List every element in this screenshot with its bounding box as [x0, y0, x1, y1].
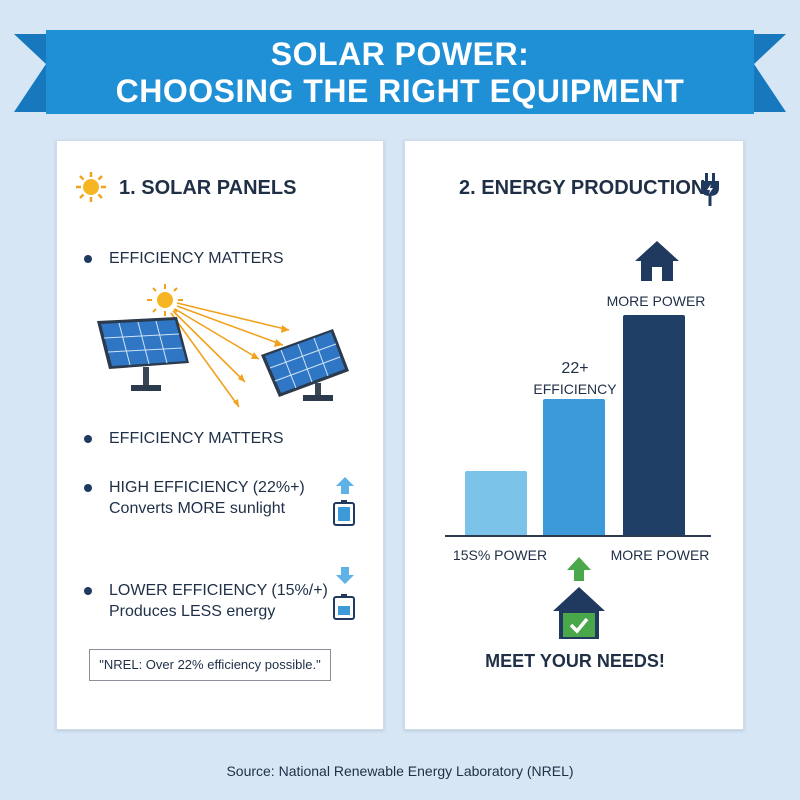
sun-icon — [76, 172, 106, 202]
bar-label-more-power: MORE POWER — [610, 547, 710, 563]
title-banner: SOLAR POWER: CHOOSING THE RIGHT EQUIPMEN… — [0, 0, 800, 130]
nrel-quote-box: "NREL: Over 22% efficiency possible." — [89, 649, 331, 681]
energy-production-card: 2. ENERGY PRODUCTION MORE POWER 22+ EFFI… — [404, 140, 744, 730]
bullet-dot — [84, 484, 92, 492]
bullet-dot — [84, 587, 92, 595]
meet-your-needs-text: MEET YOUR NEEDS! — [485, 651, 665, 671]
banner-ribbon — [14, 30, 786, 114]
bullet-dot — [84, 435, 92, 443]
bullet-dot — [84, 255, 92, 263]
bullet-efficiency-matters: EFFICIENCY MATTERS — [109, 250, 284, 267]
solar-panels-title: 1. SOLAR PANELS — [119, 177, 297, 199]
sun-rays-illustration — [147, 284, 290, 408]
efficiency-label: 22+ EFFICIENCY — [533, 360, 617, 397]
bar-more-power — [623, 315, 685, 535]
bullet-efficiency-matters-2: EFFICIENCY MATTERS — [109, 430, 284, 447]
plug-icon — [701, 173, 719, 206]
bullet-high-efficiency: HIGH EFFICIENCY (22%+) Converts MORE sun… — [109, 479, 305, 517]
bullet-lower-efficiency: LOWER EFFICIENCY (15%/+) Produces LESS e… — [109, 582, 328, 620]
high-efficiency-icons — [333, 477, 355, 526]
battery-low-icon — [333, 594, 355, 620]
solar-panel-left — [97, 317, 189, 391]
chart-baseline — [445, 535, 711, 537]
bar-15-power — [465, 471, 527, 535]
more-power-top-label: MORE POWER — [606, 293, 706, 309]
solar-panel-right — [261, 329, 349, 401]
solar-panels-card: 1. SOLAR PANELS EFFICIENCY MATTERS — [56, 140, 384, 730]
solar-panels-illustration — [97, 284, 349, 408]
arrow-up-icon — [336, 477, 354, 494]
source-citation: Source: National Renewable Energy Labora… — [226, 763, 574, 779]
house-check-icon — [553, 557, 605, 639]
battery-full-icon — [333, 500, 355, 526]
bar-22-efficiency — [543, 399, 605, 535]
bar-label-15-power: 15S% POWER — [452, 547, 548, 563]
lower-efficiency-icons — [333, 567, 355, 620]
energy-production-title: 2. ENERGY PRODUCTION — [459, 177, 706, 199]
house-icon — [635, 241, 679, 281]
page-title: SOLAR POWER: CHOOSING THE RIGHT EQUIPMEN… — [115, 36, 685, 109]
arrow-down-icon — [336, 567, 354, 584]
